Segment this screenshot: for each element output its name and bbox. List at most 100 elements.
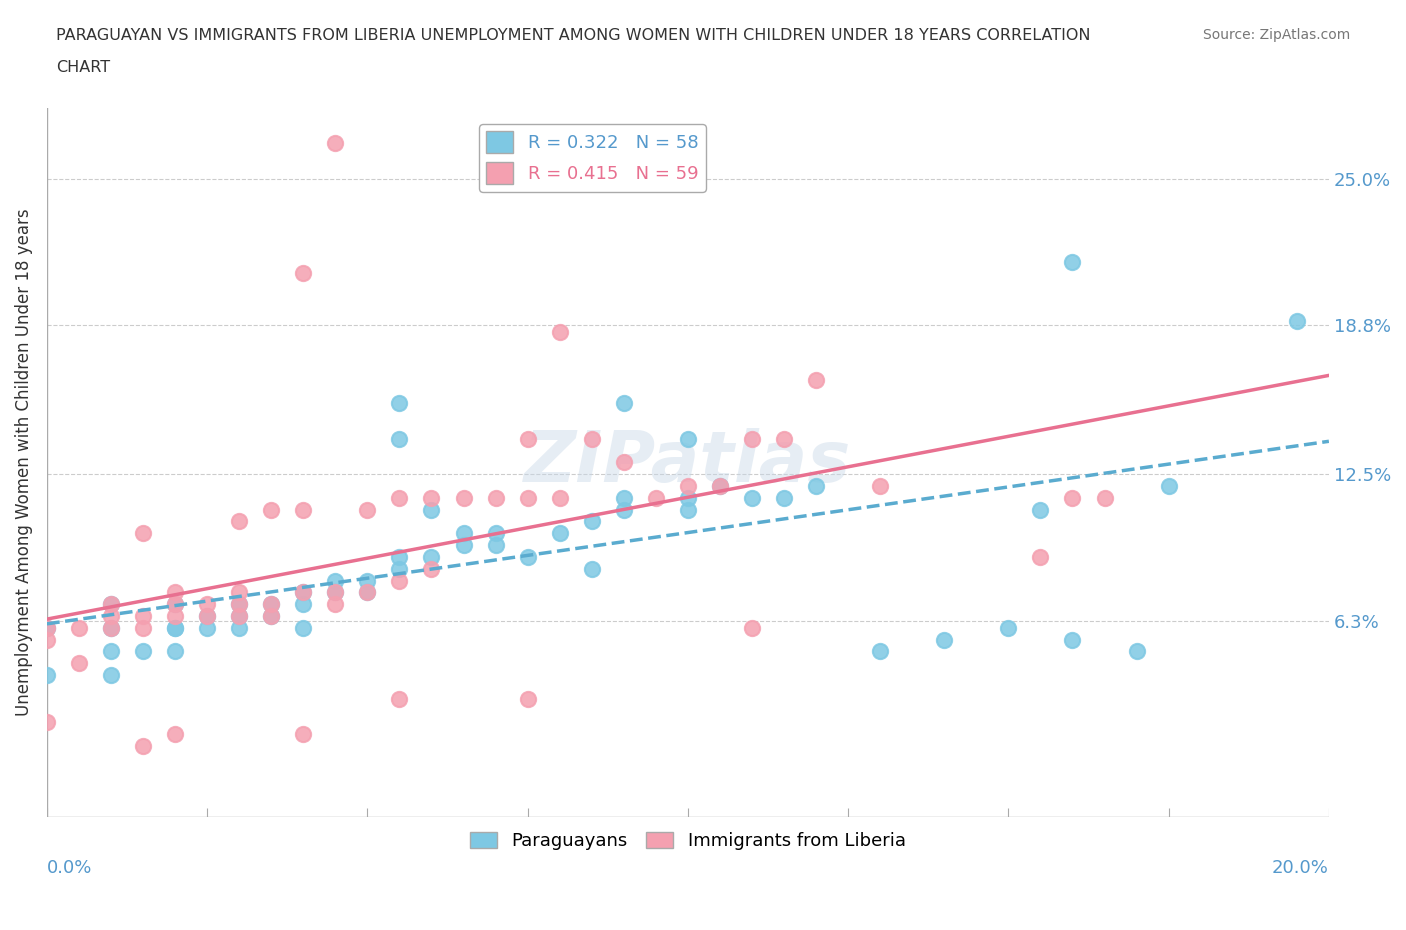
Point xyxy=(1062,632,1084,647)
Point xyxy=(420,550,443,565)
Point xyxy=(35,620,58,635)
Point xyxy=(388,562,411,577)
Point xyxy=(100,597,122,612)
Point xyxy=(100,608,122,623)
Point xyxy=(100,668,122,683)
Text: CHART: CHART xyxy=(56,60,110,75)
Point xyxy=(613,490,636,505)
Point xyxy=(548,325,571,339)
Point xyxy=(420,562,443,577)
Point xyxy=(132,644,155,658)
Point xyxy=(484,525,506,540)
Point xyxy=(292,502,315,517)
Point xyxy=(100,620,122,635)
Text: 20.0%: 20.0% xyxy=(1272,859,1329,877)
Point xyxy=(388,396,411,411)
Point xyxy=(292,585,315,600)
Point xyxy=(165,726,187,741)
Y-axis label: Unemployment Among Women with Children Under 18 years: Unemployment Among Women with Children U… xyxy=(15,208,32,716)
Point xyxy=(388,573,411,588)
Point xyxy=(709,479,731,494)
Point xyxy=(709,479,731,494)
Point xyxy=(228,608,250,623)
Point xyxy=(292,266,315,281)
Point xyxy=(260,608,283,623)
Point xyxy=(484,538,506,552)
Point xyxy=(453,490,475,505)
Point xyxy=(1062,490,1084,505)
Point xyxy=(165,620,187,635)
Point xyxy=(260,597,283,612)
Point xyxy=(35,668,58,683)
Point xyxy=(581,514,603,529)
Point xyxy=(869,644,891,658)
Point xyxy=(325,585,347,600)
Point xyxy=(516,691,538,706)
Point xyxy=(292,726,315,741)
Point xyxy=(484,490,506,505)
Point xyxy=(548,490,571,505)
Point xyxy=(260,597,283,612)
Point xyxy=(228,620,250,635)
Point xyxy=(1029,550,1052,565)
Point xyxy=(132,738,155,753)
Point xyxy=(35,620,58,635)
Point xyxy=(325,597,347,612)
Point xyxy=(516,490,538,505)
Point xyxy=(195,608,218,623)
Point xyxy=(165,608,187,623)
Point xyxy=(804,372,827,387)
Text: Source: ZipAtlas.com: Source: ZipAtlas.com xyxy=(1202,28,1350,42)
Point xyxy=(325,585,347,600)
Point xyxy=(132,620,155,635)
Point xyxy=(388,490,411,505)
Point xyxy=(804,479,827,494)
Point xyxy=(741,490,763,505)
Point xyxy=(165,644,187,658)
Point xyxy=(67,620,90,635)
Point xyxy=(132,525,155,540)
Point xyxy=(773,432,796,446)
Point xyxy=(228,608,250,623)
Text: ZIPatlas: ZIPatlas xyxy=(524,428,852,497)
Point xyxy=(195,608,218,623)
Point xyxy=(292,585,315,600)
Point xyxy=(420,490,443,505)
Point xyxy=(388,432,411,446)
Point xyxy=(613,502,636,517)
Point xyxy=(260,608,283,623)
Point xyxy=(613,396,636,411)
Point xyxy=(644,490,666,505)
Point xyxy=(676,432,699,446)
Point xyxy=(35,715,58,730)
Point xyxy=(613,455,636,470)
Point xyxy=(228,514,250,529)
Point xyxy=(741,432,763,446)
Point xyxy=(516,550,538,565)
Point xyxy=(1157,479,1180,494)
Point xyxy=(1094,490,1116,505)
Point xyxy=(325,573,347,588)
Point xyxy=(292,597,315,612)
Point xyxy=(195,620,218,635)
Point xyxy=(356,573,378,588)
Point xyxy=(1125,644,1147,658)
Point xyxy=(388,550,411,565)
Point xyxy=(516,432,538,446)
Point xyxy=(132,608,155,623)
Point xyxy=(100,597,122,612)
Point xyxy=(100,620,122,635)
Point xyxy=(741,620,763,635)
Point xyxy=(165,585,187,600)
Point xyxy=(1062,254,1084,269)
Point xyxy=(676,502,699,517)
Point xyxy=(453,525,475,540)
Point xyxy=(997,620,1019,635)
Point xyxy=(356,502,378,517)
Point xyxy=(934,632,956,647)
Point xyxy=(773,490,796,505)
Point xyxy=(228,597,250,612)
Point xyxy=(1285,313,1308,328)
Point xyxy=(165,620,187,635)
Point xyxy=(35,632,58,647)
